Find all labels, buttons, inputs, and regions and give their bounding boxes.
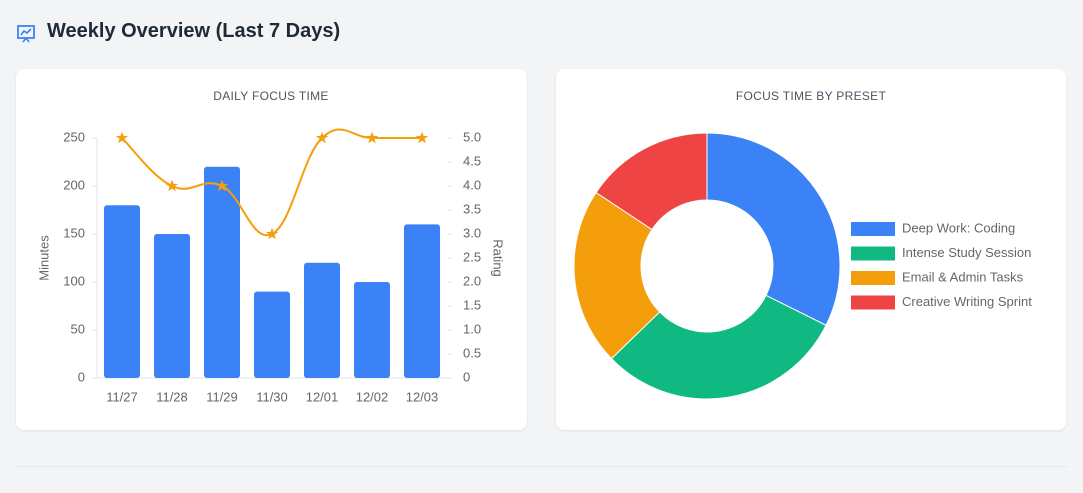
y-tick-label: 50 (71, 321, 85, 336)
bar (154, 234, 190, 378)
y2-tick-label: 4.0 (463, 177, 481, 192)
x-tick-label: 12/01 (306, 389, 339, 404)
point (265, 227, 279, 240)
point (115, 131, 129, 144)
pie-slice (595, 132, 708, 231)
line (121, 128, 422, 237)
bar (104, 205, 140, 378)
y-tick-label: 100 (63, 273, 85, 288)
y2-tick-label: 2.5 (463, 249, 481, 264)
y2-tick-label: 3.5 (463, 201, 481, 216)
pie-slice (706, 132, 841, 326)
legend-swatch (851, 246, 895, 261)
y-axis-title: Minutes (36, 235, 51, 281)
x-tick-label: 12/03 (406, 389, 439, 404)
y2-axis-title: Rating (491, 239, 506, 277)
point (365, 131, 379, 144)
x-tick-label: 12/02 (356, 389, 389, 404)
chart-icon (17, 25, 35, 43)
x-tick-label: 11/27 (106, 389, 138, 404)
bar (304, 262, 340, 378)
y2-tick-label: 1.0 (463, 321, 481, 336)
y-tick-label: 150 (63, 225, 85, 240)
y2-tick-label: 2.0 (463, 273, 481, 288)
bar (254, 291, 290, 378)
x-tick-label: 11/29 (206, 389, 238, 404)
legend-label: Deep Work: Coding (902, 220, 1015, 235)
x-tick-label: 11/30 (256, 389, 288, 404)
bar (204, 166, 240, 378)
x-tick-label: 11/28 (156, 389, 188, 404)
point (165, 179, 179, 192)
pie-slice (610, 294, 827, 400)
y-tick-label: 250 (63, 129, 85, 144)
legend-label: Email & Admin Tasks (902, 269, 1024, 284)
point (215, 179, 229, 192)
legend-swatch (851, 222, 895, 236)
point (315, 131, 329, 144)
legend-swatch (851, 295, 895, 310)
page-title: Weekly Overview (Last 7 Days) (47, 20, 341, 42)
chart-title: DAILY FOCUS TIME (213, 89, 329, 103)
y2-tick-label: 0.5 (463, 345, 481, 360)
bar (354, 282, 390, 378)
y2-tick-label: 0 (463, 369, 470, 384)
divider (16, 466, 1067, 467)
chart-title: FOCUS TIME BY PRESET (736, 89, 887, 103)
bar (404, 224, 440, 378)
y-tick-label: 200 (63, 177, 85, 192)
y2-tick-label: 3.0 (463, 225, 481, 240)
point (415, 131, 429, 144)
y-tick-label: 0 (78, 369, 85, 384)
legend-label: Intense Study Session (902, 245, 1031, 260)
y2-tick-label: 1.5 (463, 297, 481, 312)
y2-tick-label: 4.5 (463, 153, 481, 168)
legend-label: Creative Writing Sprint (902, 294, 1032, 309)
legend-swatch (851, 271, 895, 285)
pie-slice (573, 191, 661, 360)
y2-tick-label: 5.0 (463, 129, 481, 144)
